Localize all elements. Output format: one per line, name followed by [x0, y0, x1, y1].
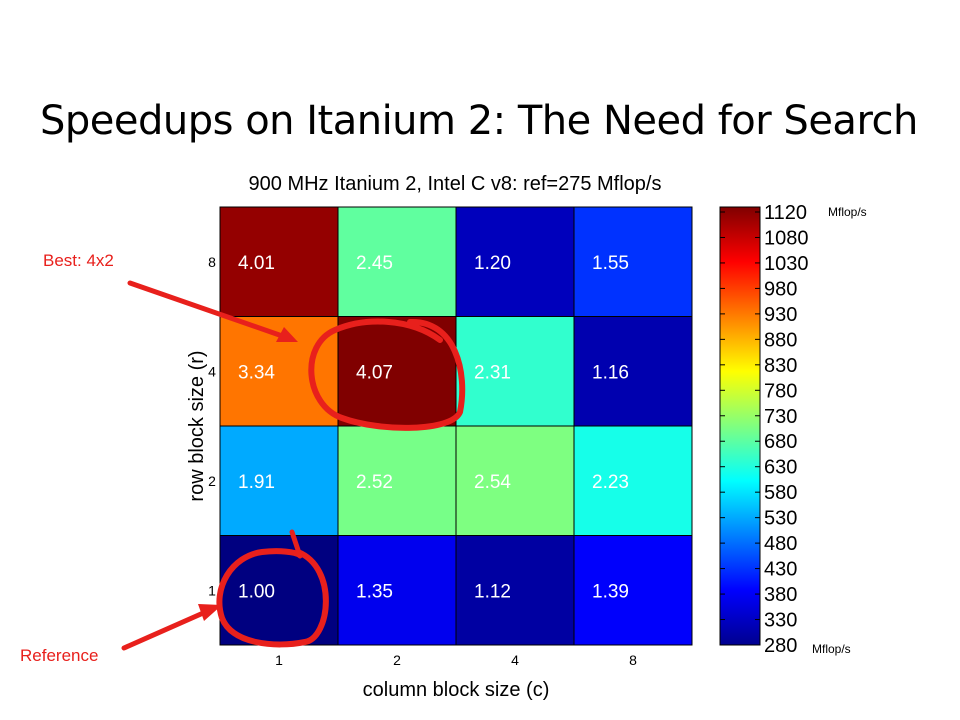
colorbar-tick-label: 380: [764, 584, 797, 606]
colorbar-unit-bottom: Mflop/s: [812, 642, 851, 656]
heatmap-cell-r8-c1: [220, 207, 338, 317]
cell-value-label: 2.45: [356, 253, 393, 274]
heatmap-cells: 1.00 1.35 1.12 1.39 1.91 2.52 2.54 2.23 3.34 4.07…: [220, 207, 692, 645]
cell-value-label: 4.01: [238, 253, 275, 274]
heatmap-cell-r8-c2: [338, 207, 456, 317]
colorbar: [719, 206, 761, 646]
colorbar-tick-label: 580: [764, 482, 797, 504]
slide-title: Speedups on Itanium 2: The Need for Sear…: [40, 98, 918, 144]
y-tick-labels: 1 2 4 8: [208, 254, 216, 599]
cell-value-label: 3.34: [238, 362, 275, 383]
colorbar-tick-label: 980: [764, 278, 797, 300]
cell-value-label: 1.91: [238, 472, 275, 493]
annotation-best-circle: [308, 318, 466, 431]
colorbar-tick-label: 530: [764, 508, 797, 530]
colorbar-tick-label: 930: [764, 304, 797, 326]
heatmap-cell-r2-c2: [338, 426, 456, 536]
x-tick-label: 1: [275, 652, 283, 668]
heatmap-grid: [220, 207, 692, 645]
x-tick-label: 8: [629, 652, 637, 668]
x-tick-label: 2: [393, 652, 401, 668]
colorbar-unit-top: Mflop/s: [828, 205, 867, 219]
plot-frame: [219, 206, 693, 646]
x-tick-label: 4: [511, 652, 519, 668]
colorbar-tick-label: 880: [764, 329, 797, 351]
annotation-reference-group: Reference: [20, 529, 329, 665]
heatmap-cell-r1-c8: [574, 535, 692, 645]
annotation-reference-arrow: [121, 607, 213, 651]
colorbar-tick-label: 680: [764, 431, 797, 453]
cell-value-label: 1.55: [592, 253, 629, 274]
colorbar-tick-label: 330: [764, 610, 797, 632]
colorbar-tick-label: 780: [764, 380, 797, 402]
heatmap-cell-r4-c8: [574, 316, 692, 426]
cell-value-label: 1.39: [592, 581, 629, 602]
colorbar-tick-label: 1030: [764, 253, 809, 275]
annotation-best-arrow: [127, 280, 291, 341]
annotation-reference-tick: [289, 529, 303, 559]
cell-value-label: 2.54: [474, 472, 511, 493]
heatmap-cell-r1-c2: [338, 535, 456, 645]
y-tick-label: 2: [208, 473, 216, 489]
y-tick-label: 4: [208, 363, 216, 379]
annotation-best-arrowhead: [276, 327, 298, 342]
heatmap-cell-r2-c4: [456, 426, 574, 536]
chart-title: 900 MHz Itanium 2, Intel C v8: ref=275 M…: [249, 173, 662, 195]
x-axis-label: column block size (c): [363, 679, 550, 701]
cell-value-label: 1.12: [474, 581, 511, 602]
annotation-best-label: Best: 4x2: [43, 251, 114, 270]
cell-value-label: 1.00: [238, 581, 275, 602]
cell-value-label: 2.23: [592, 472, 629, 493]
colorbar-ticks: 280 330 380 430 480 530 580 630 680 730 780 830 880 9…: [720, 202, 809, 657]
heatmap-cell-r4-c4: [456, 316, 574, 426]
cell-value-label: 1.20: [474, 253, 511, 274]
colorbar-tick-label: 630: [764, 457, 797, 479]
colorbar-tick-label: 430: [764, 559, 797, 581]
heatmap-cell-r1-c4: [456, 535, 574, 645]
heatmap-cell-r8-c8: [574, 207, 692, 317]
colorbar-tick-label: 830: [764, 355, 797, 377]
y-axis-label: row block size (r): [186, 350, 208, 501]
annotation-reference-arrowhead: [198, 604, 222, 621]
cell-value-label: 4.07: [356, 362, 393, 383]
heatmap-cell-r2-c8: [574, 426, 692, 536]
y-tick-label: 8: [208, 254, 216, 270]
colorbar-tick-label: 1080: [764, 227, 809, 249]
colorbar-tick-label: 730: [764, 406, 797, 428]
x-tick-labels: 1 2 4 8: [275, 652, 637, 668]
heatmap-cell-r8-c4: [456, 207, 574, 317]
annotation-reference-circle: [216, 548, 329, 648]
colorbar-tick-label: 1120: [764, 202, 807, 224]
colorbar-tick-label: 480: [764, 533, 797, 555]
cell-value-label: 2.31: [474, 362, 511, 383]
colorbar-tick-label: 280: [764, 635, 797, 657]
cell-value-label: 2.52: [356, 472, 393, 493]
y-tick-label: 1: [208, 582, 216, 598]
heatmap-cell-r2-c1: [220, 426, 338, 536]
cell-value-label: 1.35: [356, 581, 393, 602]
annotation-best-group: Best: 4x2: [43, 251, 466, 431]
annotation-reference-label: Reference: [20, 646, 98, 665]
cell-value-label: 1.16: [592, 362, 629, 383]
